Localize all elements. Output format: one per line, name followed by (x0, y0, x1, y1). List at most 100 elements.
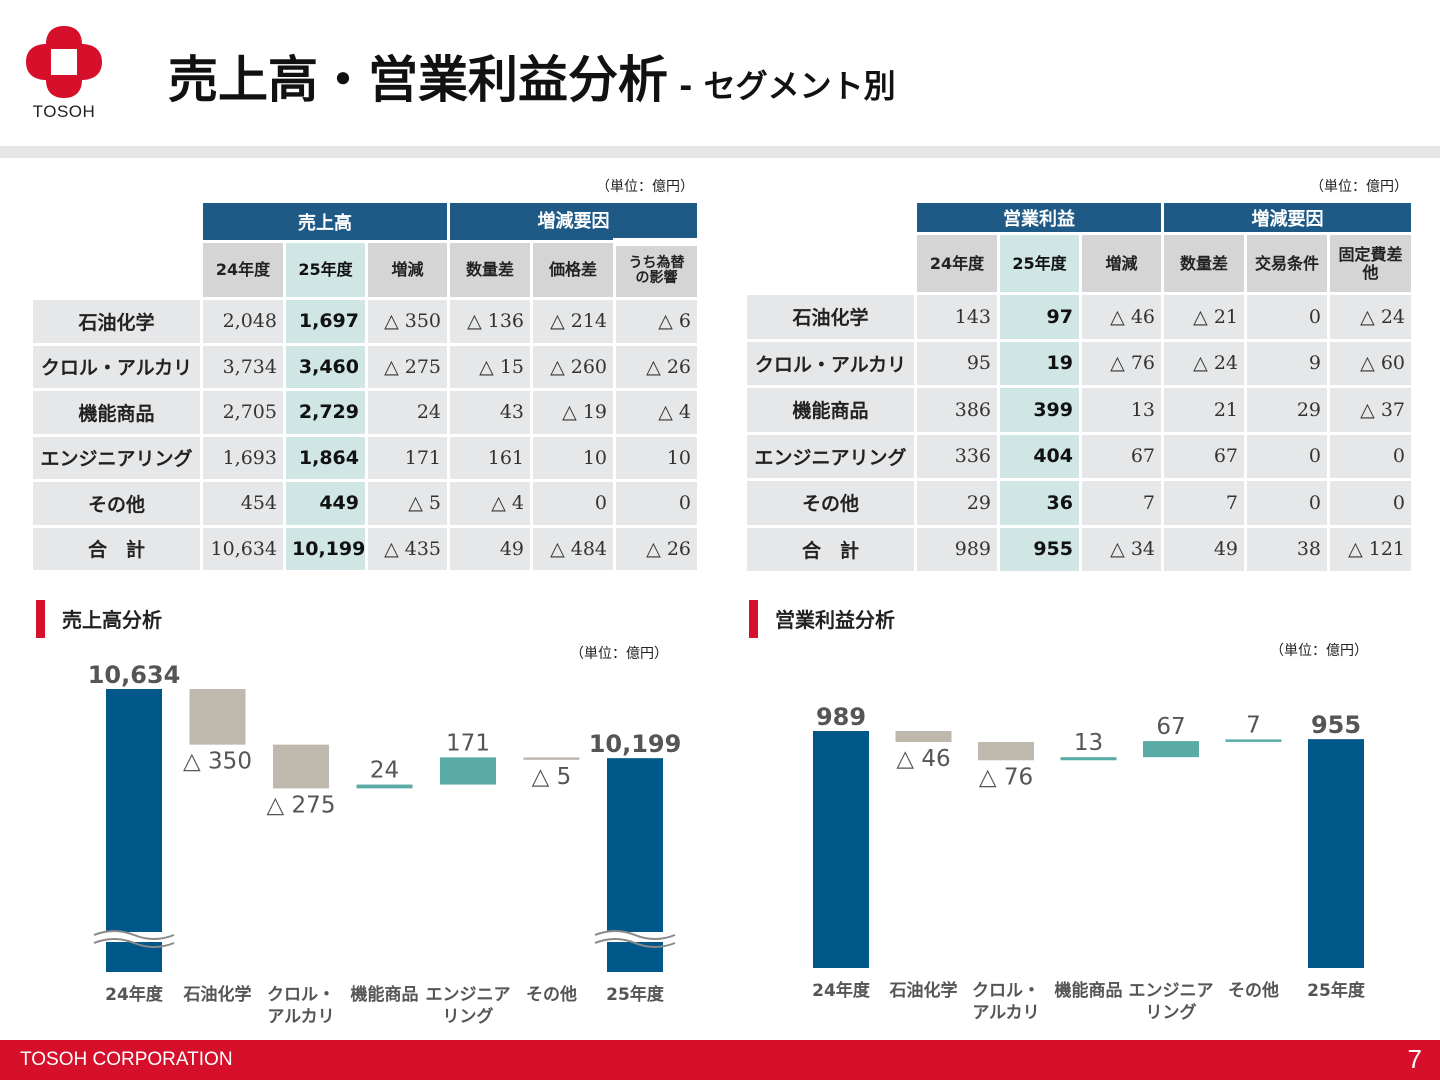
waterfall-bar (440, 757, 496, 785)
column-header: 24年度 (914, 232, 1000, 295)
table-cell: △ 435 (365, 524, 450, 573)
table-corner (744, 232, 917, 295)
table-cell: 1,697 (283, 297, 368, 346)
category-label: 25年度 (606, 984, 665, 1005)
category-label: 24年度 (812, 980, 871, 1001)
category-label: エンジニア (1129, 981, 1214, 1001)
table-cell: 67 (1079, 431, 1164, 481)
table-cell: △ 4 (613, 388, 700, 437)
column-header: 増減 (1079, 232, 1164, 295)
axis-break-gap (94, 932, 174, 942)
table-cell: 36 (997, 478, 1082, 528)
table-cell: △ 4 (447, 479, 533, 528)
table-cell: △ 24 (1327, 292, 1414, 342)
waterfall-bar (978, 742, 1034, 761)
table-cell: 10 (613, 433, 700, 482)
header-divider (0, 146, 1440, 158)
waterfall-bar (895, 731, 952, 743)
table-cell: △ 121 (1327, 524, 1414, 574)
table-cell: 2,729 (283, 388, 368, 437)
data-label: △ 5 (532, 764, 572, 790)
table-cell: △ 260 (530, 342, 616, 391)
column-header: 25年度 (283, 240, 368, 300)
profit-section-title: 営業利益分析 (749, 600, 895, 638)
table-cell: △ 60 (1327, 338, 1414, 388)
table-cell: 97 (997, 292, 1082, 342)
table-cell: 0 (1244, 478, 1330, 528)
data-label: 171 (446, 730, 490, 756)
sales-table-unit: （単位：億円） (596, 179, 694, 195)
waterfall-bar (1143, 741, 1199, 758)
category-label: 24年度 (105, 984, 164, 1005)
table-cell: 3,734 (200, 342, 286, 391)
table-cell: 0 (1327, 431, 1414, 481)
category-label: クロル・ (267, 985, 335, 1005)
category-label: 石油化学 (183, 984, 252, 1005)
table-cell: △ 19 (530, 388, 616, 437)
category-label: クロル・ (972, 981, 1040, 1001)
row-label: 石油化学 (30, 297, 203, 346)
table-cell: 454 (200, 479, 286, 528)
table-cell: 0 (530, 479, 616, 528)
category-label: 機能商品 (1055, 980, 1123, 1001)
table-cell: 336 (914, 431, 1000, 481)
row-label: 石油化学 (744, 292, 917, 342)
total-row: 合 計 10,634 10,199 △ 435 49 △ 484 △ 26 (30, 524, 700, 573)
footer-company: TOSOH CORPORATION (20, 1049, 233, 1070)
category-label: リング (443, 1006, 494, 1027)
table-cell: 161 (447, 433, 533, 482)
table-cell: △ 76 (1079, 338, 1164, 388)
axis-break-mark (93, 930, 175, 940)
category-label: 石油化学 (889, 980, 958, 1001)
logo-mark-icon (26, 26, 102, 98)
category-label: 25年度 (1307, 980, 1366, 1001)
table-cell: 7 (1079, 478, 1164, 528)
table-cell: 24 (365, 388, 450, 437)
data-label: △ 46 (896, 746, 950, 772)
row-label: 合 計 (30, 524, 203, 573)
column-header: 交易条件 (1244, 232, 1330, 295)
row-label: 機能商品 (30, 388, 203, 437)
table-cell: △ 46 (1079, 292, 1164, 342)
table-cell: 10 (530, 433, 616, 482)
profit-table-unit: （単位：億円） (1310, 179, 1408, 195)
table-cell: 19 (997, 338, 1082, 388)
table-cell: 1,864 (283, 433, 368, 482)
waterfall-bar (1308, 739, 1364, 968)
category-label: アルカリ (972, 1003, 1039, 1023)
table-cell: △ 21 (1161, 292, 1247, 342)
page-title: 売上高・営業利益分析 - セグメント別 (168, 40, 896, 112)
table-cell: △ 26 (613, 342, 700, 391)
waterfall-bar (523, 757, 580, 760)
column-header: うち為替の影響 (613, 237, 700, 300)
table-cell: 2,705 (200, 388, 286, 437)
data-label: 67 (1156, 714, 1185, 740)
data-label: 7 (1246, 712, 1261, 738)
profit-table: 営業利益 増減要因 24年度 25年度 増減 数量差 交易条件 固定費差他 石油… (744, 200, 1414, 574)
row-label: エンジニアリング (30, 433, 203, 482)
table-cell: 9 (1244, 338, 1330, 388)
table-row: エンジニアリング 1,693 1,864 171 161 10 10 (30, 433, 700, 482)
table-cell: △ 484 (530, 524, 616, 573)
profit-factors-header: 増減要因 (1161, 200, 1414, 235)
sales-chart-unit: （単位：億円） (570, 646, 668, 662)
data-label: 955 (1311, 711, 1361, 739)
table-cell: 3,460 (283, 342, 368, 391)
table-row: 石油化学 2,048 1,697 △ 350 △ 136 △ 214 △ 6 (30, 297, 700, 346)
column-header: 数量差 (1161, 232, 1247, 295)
page-number: 7 (1407, 1044, 1422, 1074)
column-header: 数量差 (447, 240, 533, 300)
table-row: 機能商品 386 399 13 21 29 △ 37 (744, 385, 1414, 435)
table-cell: 386 (914, 385, 1000, 435)
axis-break-gap (595, 932, 675, 942)
table-cell: △ 37 (1327, 385, 1414, 435)
waterfall-bar (1225, 739, 1282, 742)
table-corner (30, 240, 203, 300)
table-cell: 0 (613, 479, 700, 528)
table-cell: 143 (914, 292, 1000, 342)
column-header: 固定費差他 (1327, 232, 1414, 295)
table-cell: 0 (1327, 478, 1414, 528)
table-row: エンジニアリング 336 404 67 67 0 0 (744, 431, 1414, 481)
profit-group-header: 営業利益 (914, 200, 1164, 235)
